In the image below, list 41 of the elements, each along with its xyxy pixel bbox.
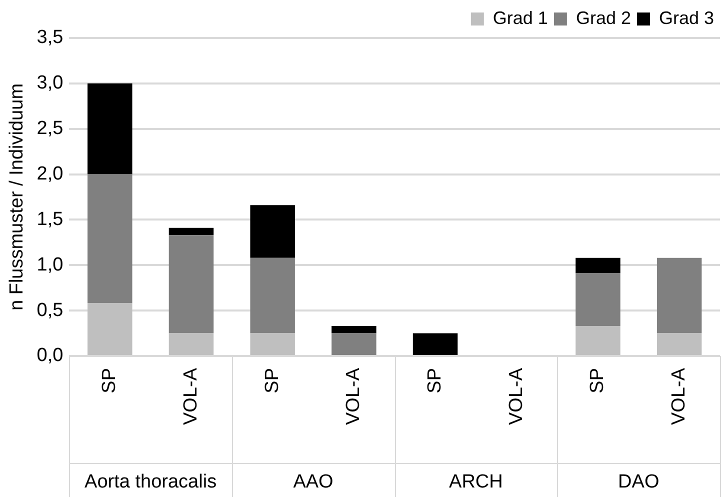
x-tick-label: SP xyxy=(99,368,120,394)
bar xyxy=(412,333,458,355)
x-tick-label: VOL-A xyxy=(506,368,527,426)
text: Aorta thoracalis xyxy=(84,472,217,493)
bar xyxy=(576,273,620,326)
y-tick-label: 2,5 xyxy=(36,118,64,140)
y-tick-label: 0,0 xyxy=(36,345,64,366)
y-tick-label: 3,5 xyxy=(36,27,64,48)
y-tick-label: 3,0 xyxy=(36,72,64,94)
y-tick-label: 1,0 xyxy=(36,254,64,276)
text: ARCH xyxy=(449,472,503,493)
x-tick-label: VOL-A xyxy=(180,368,202,426)
bar xyxy=(656,333,702,355)
bar xyxy=(168,228,214,236)
text: DAO xyxy=(618,472,660,493)
bar xyxy=(88,83,132,174)
y-tick-label: 1,5 xyxy=(36,208,64,230)
bar xyxy=(168,235,214,334)
bar xyxy=(168,333,214,355)
x-tick-label: SP xyxy=(262,368,283,394)
bar xyxy=(88,174,132,304)
bar xyxy=(250,205,295,258)
legend-label: Grad 2 xyxy=(576,8,631,28)
x-tick-label: SP xyxy=(587,368,608,394)
x-tick-label: VOL-A xyxy=(668,368,690,426)
bar xyxy=(88,303,132,355)
bar xyxy=(332,333,376,355)
x-tick-label: SP xyxy=(424,368,446,394)
text: AAO xyxy=(293,472,334,493)
bar xyxy=(250,333,295,355)
bar xyxy=(332,326,376,334)
y-axis-title: n Flussmuster / Individuum xyxy=(6,83,28,311)
legend-label: Grad 3 xyxy=(658,8,714,28)
x-tick-label: VOL-A xyxy=(343,368,364,426)
bar xyxy=(656,258,702,334)
bar xyxy=(250,258,295,334)
bar xyxy=(576,326,620,355)
legend-label: Grad 1 xyxy=(492,8,548,28)
y-tick-label: 2,0 xyxy=(36,164,64,185)
y-tick-label: 0,5 xyxy=(36,300,64,321)
bar xyxy=(576,258,620,274)
